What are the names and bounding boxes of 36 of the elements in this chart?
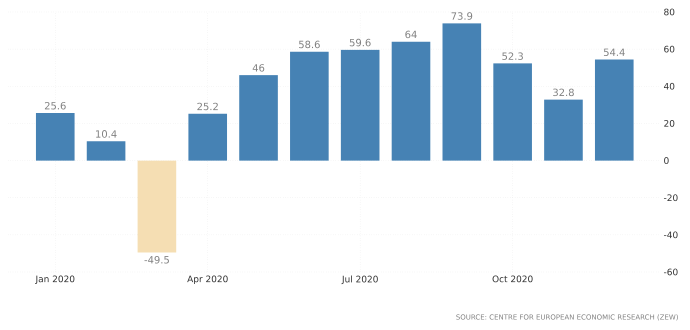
y-tick-label: -20 xyxy=(664,194,678,202)
bar xyxy=(340,50,380,161)
data-label: 25.2 xyxy=(197,102,218,110)
bar xyxy=(239,75,278,161)
x-tick-label: Jan 2020 xyxy=(35,276,74,284)
bar xyxy=(442,23,482,161)
data-label: -49.5 xyxy=(144,256,169,264)
bar xyxy=(392,42,430,161)
x-tick-label: Apr 2020 xyxy=(187,276,228,284)
data-label: 54.4 xyxy=(604,48,625,56)
data-label: 25.6 xyxy=(44,102,66,110)
bar xyxy=(493,63,532,161)
bar xyxy=(86,141,126,161)
y-tick-label: 80 xyxy=(664,8,674,16)
data-label: 10.4 xyxy=(96,130,117,138)
data-label: 32.8 xyxy=(553,88,574,96)
data-label: 73.9 xyxy=(452,12,472,20)
bar xyxy=(290,52,329,161)
bar xyxy=(544,100,583,161)
y-tick-label: 40 xyxy=(664,82,674,90)
y-tick-label: -40 xyxy=(664,231,678,238)
bar xyxy=(36,113,75,161)
y-tick-label: -60 xyxy=(664,268,678,276)
data-label: 58.6 xyxy=(299,40,320,48)
x-tick-label: Oct 2020 xyxy=(492,276,533,282)
data-label: 52.3 xyxy=(502,52,523,60)
x-tick-label: Jul 2020 xyxy=(341,276,378,284)
bar xyxy=(138,160,176,252)
data-label: 59.6 xyxy=(350,38,371,46)
bar xyxy=(188,114,228,161)
y-tick-label: 0 xyxy=(664,157,669,164)
y-tick-label: 60 xyxy=(664,46,674,53)
y-tick-label: 20 xyxy=(664,120,674,127)
data-label: 46 xyxy=(252,64,264,72)
bar xyxy=(594,60,634,161)
data-label: 64 xyxy=(405,30,417,38)
